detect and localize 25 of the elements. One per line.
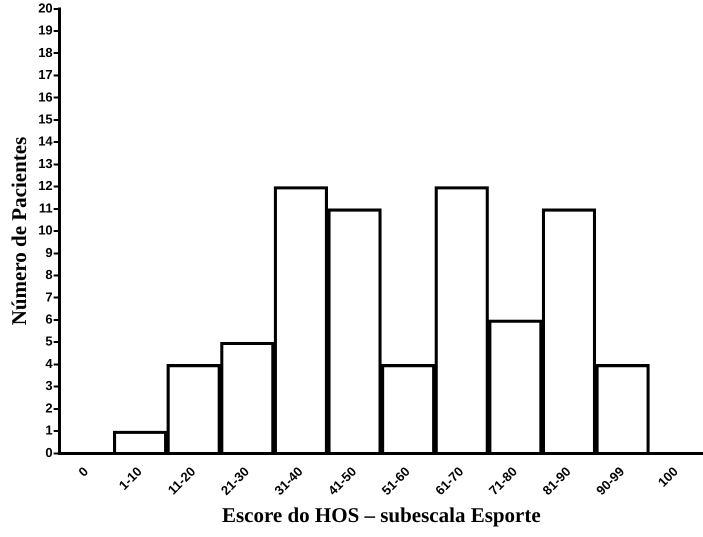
x-axis-title: Escore do HOS – subescala Esporte (222, 502, 541, 527)
y-tick-label: 18 (38, 44, 53, 60)
x-tick-label: 100 (654, 464, 681, 490)
y-tick-label: 0 (45, 444, 53, 460)
y-tick-label: 17 (38, 67, 53, 82)
y-tick-label: 2 (45, 400, 53, 416)
y-tick-label: 13 (38, 156, 53, 171)
y-tick-label: 9 (45, 244, 53, 260)
y-axis-title: Número de Pacientes (7, 136, 32, 326)
y-tick-label: 20 (38, 0, 53, 16)
y-tick-label: 12 (38, 178, 53, 194)
y-tick-label: 3 (45, 378, 53, 394)
y-tick-label: 19 (38, 22, 53, 38)
y-tick-label: 6 (45, 312, 53, 326)
x-tick-label: 0 (75, 464, 92, 480)
y-tick-label: 15 (38, 111, 53, 126)
y-tick-label: 5 (45, 334, 53, 349)
y-tick-label: 4 (45, 356, 54, 371)
y-tick-label: 8 (45, 267, 53, 282)
y-tick-label: 11 (38, 200, 53, 216)
y-tick-label: 14 (38, 134, 54, 149)
y-tick-label: 10 (38, 222, 53, 238)
y-tick-label: 16 (38, 89, 53, 104)
y-tick-label: 1 (45, 422, 53, 438)
y-tick-label: 7 (45, 289, 53, 304)
